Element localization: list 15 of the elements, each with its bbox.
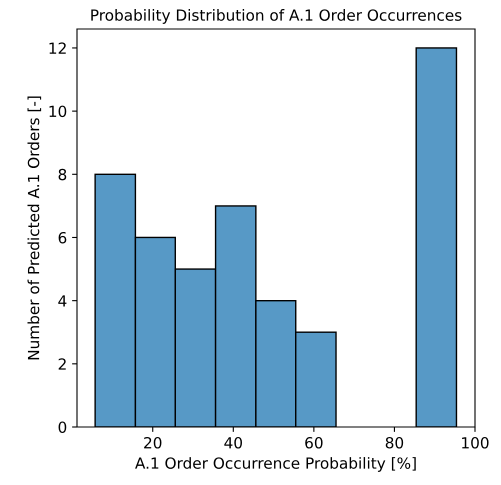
y-tick-label: 12 [50, 42, 66, 54]
x-tick-label: 60 [305, 436, 323, 449]
x-tick-label: 100 [462, 436, 489, 449]
y-tick-label: 8 [58, 168, 66, 180]
y-tick-label: 4 [58, 295, 66, 306]
x-axis-title: A.1 Order Occurrence Probability [%] [135, 457, 416, 472]
chart-title: Probability Distribution of A.1 Order Occurrences [91, 9, 462, 24]
y-tick-label: 2 [58, 358, 66, 370]
y-tick-label: 10 [50, 106, 66, 118]
y-axis-title: Number of Predicted A.1 Orders [-] [27, 96, 42, 360]
y-tick-label: 0 [58, 421, 66, 434]
x-tick-label: 40 [224, 436, 242, 449]
y-tick-label: 6 [58, 232, 66, 244]
x-tick-label: 80 [386, 436, 404, 449]
x-tick-label: 20 [144, 436, 162, 449]
